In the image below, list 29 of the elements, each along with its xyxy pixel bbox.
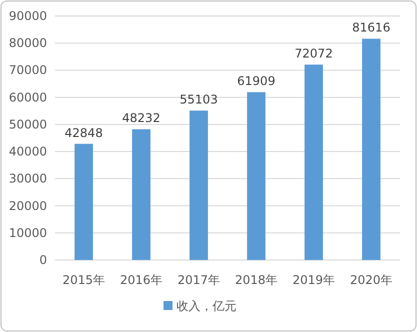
y-tick-label: 30000	[8, 172, 47, 186]
x-tick-label: 2015年	[62, 273, 106, 287]
y-tick-label: 90000	[8, 9, 47, 23]
x-tick-label: 2018年	[234, 273, 278, 287]
y-tick-label: 80000	[8, 36, 47, 50]
legend-label: 收入，亿元	[176, 299, 236, 313]
y-tick-label: 70000	[8, 63, 47, 78]
y-tick-label: 40000	[8, 144, 47, 159]
data-label: 48232	[122, 111, 160, 126]
x-tick-label: 2019年	[292, 273, 336, 287]
y-tick-label: 60000	[8, 90, 47, 104]
x-tick-label: 2020年	[350, 273, 393, 287]
data-label: 61909	[237, 74, 276, 88]
bar	[132, 129, 150, 260]
bar	[304, 64, 323, 260]
y-tick-label: 50000	[8, 117, 47, 132]
bar	[362, 38, 380, 260]
data-label: 42848	[64, 126, 103, 140]
bar	[74, 144, 93, 260]
bar	[247, 92, 266, 260]
data-label: 55103	[180, 92, 218, 107]
data-label: 72072	[294, 46, 333, 61]
data-label: 81616	[352, 20, 390, 35]
x-tick-label: 2016年	[120, 273, 163, 287]
x-tick-label: 2017年	[177, 273, 220, 287]
y-tick-label: 0	[39, 253, 47, 267]
y-tick-label: 10000	[8, 226, 47, 240]
y-tick-label: 20000	[8, 198, 47, 213]
bar	[190, 110, 208, 260]
